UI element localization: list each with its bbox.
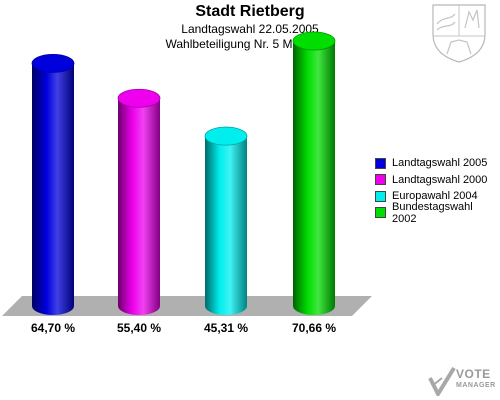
- legend-swatch: [375, 157, 386, 169]
- chart-floor: [2, 296, 372, 316]
- logo-text-manager: MANAGER: [456, 382, 496, 389]
- legend-item: Landtagswahl 2000: [375, 172, 500, 189]
- bar-1-top: [31, 53, 75, 73]
- legend-label: Bundestagswahl 2002: [391, 200, 473, 225]
- bar-4: [293, 41, 335, 316]
- value-label-4: 70,66 %: [292, 321, 336, 335]
- bar-2: [118, 98, 160, 315]
- legend-label: Europawahl 2004: [392, 190, 478, 203]
- logo-text-vote: VOTE: [456, 367, 491, 381]
- vote-manager-logo-icon: [428, 366, 456, 396]
- legend-item: Bundestagswahl 2002: [375, 201, 500, 225]
- bar-3-top: [204, 126, 248, 146]
- legend-item: Europawahl 2004: [375, 188, 500, 205]
- bar-1: [32, 63, 74, 315]
- nrw-coat-of-arms-icon: [432, 4, 486, 63]
- value-label-3: 45,31 %: [204, 321, 248, 335]
- bar-2-top: [117, 88, 161, 108]
- legend-label: Landtagswahl 2005: [392, 157, 488, 170]
- legend-label: Landtagswahl 2000: [392, 173, 488, 186]
- legend-swatch: [375, 190, 386, 202]
- bar-3: [205, 136, 247, 315]
- chart-subtitle-date: Landtagswahl 22.05.2005: [181, 22, 319, 36]
- value-label-1: 64,70 %: [31, 321, 75, 335]
- legend-swatch: [375, 207, 386, 219]
- chart-subtitle-district: Wahlbeteiligung Nr. 5 Mastholte: [165, 37, 335, 51]
- legend-item: Landtagswahl 2005: [375, 155, 500, 172]
- bar-4-top: [292, 31, 336, 51]
- value-label-2: 55,40 %: [117, 321, 161, 335]
- chart-title: Stadt Rietberg: [195, 3, 305, 20]
- chart-legend: Landtagswahl 2005 Landtagswahl 2000 Euro…: [375, 155, 500, 225]
- legend-swatch: [375, 174, 386, 186]
